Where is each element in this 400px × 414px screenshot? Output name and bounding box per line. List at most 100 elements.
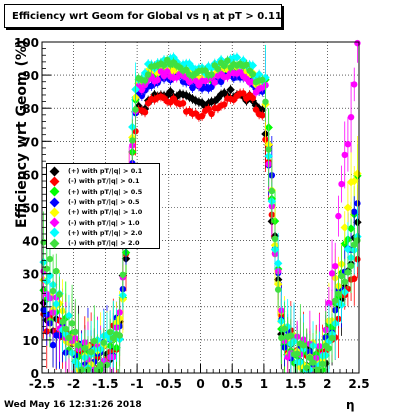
legend-entry: (+) with pT/|q| > 0.1 [49, 166, 159, 177]
legend-marker [49, 217, 60, 228]
data-point [226, 85, 235, 94]
legend-entry: (+) with pT/|q| > 1.0 [49, 207, 159, 218]
y-tick-label: 100 [14, 36, 39, 50]
data-point [208, 71, 215, 78]
data-point [344, 140, 352, 148]
x-tick-label: -2 [67, 377, 80, 391]
data-point [287, 332, 295, 339]
data-point [59, 318, 66, 325]
data-point [259, 112, 266, 119]
data-point [351, 208, 358, 215]
legend-entry: (-) with pT/|q| > 0.5 [49, 197, 159, 207]
legend-entry: (-) with pT/|q| > 0.1 [49, 176, 159, 187]
data-point [344, 269, 352, 276]
data-point [46, 255, 54, 263]
data-point [354, 237, 361, 244]
data-point [347, 262, 355, 270]
data-point [189, 84, 196, 92]
data-point [332, 297, 339, 304]
data-point [351, 81, 358, 88]
x-tick-label: 0 [196, 377, 204, 391]
data-point [351, 275, 358, 282]
data-point [274, 286, 282, 293]
data-point [316, 366, 323, 373]
data-point [183, 66, 190, 73]
data-point [338, 272, 345, 280]
y-tick-label: 70 [22, 135, 39, 149]
timestamp-footer: Wed May 16 12:31:26 2018 [4, 400, 142, 410]
legend-marker [49, 207, 60, 218]
data-point [221, 101, 228, 108]
data-point [254, 70, 264, 79]
data-point [138, 86, 146, 94]
data-point [335, 290, 342, 297]
data-point [202, 67, 209, 74]
legend: (+) with pT/|q| > 0.1 (-) with pT/|q| > … [46, 163, 160, 249]
legend-label: (+) with pT/|q| > 0.1 [68, 167, 143, 176]
data-point [252, 106, 260, 113]
legend-marker [49, 238, 60, 249]
legend-entry: (+) with pT/|q| > 2.0 [49, 227, 159, 238]
data-point [103, 361, 111, 369]
data-point [100, 339, 108, 346]
legend-label: (-) with pT/|q| > 1.0 [68, 218, 140, 227]
x-tick-label: 2 [323, 377, 331, 391]
y-tick-label: 40 [22, 235, 39, 249]
data-point [278, 334, 285, 342]
data-point [347, 113, 355, 121]
data-point [338, 180, 345, 188]
legend-marker [49, 176, 60, 187]
y-axis-label: Efficiency wrt Geom (%) [14, 39, 30, 228]
x-tick-label: -0.5 [156, 377, 182, 391]
y-tick-label: 90 [22, 69, 39, 83]
data-point [214, 65, 222, 73]
x-tick-label: -2.5 [29, 377, 55, 391]
data-point [309, 359, 317, 366]
data-point [53, 267, 60, 275]
x-tick-label: 1.5 [285, 377, 306, 391]
data-point [350, 176, 359, 186]
data-point [106, 328, 114, 336]
x-tick-label: 0.5 [222, 377, 243, 391]
data-point [138, 92, 146, 100]
data-point [72, 328, 79, 336]
data-points [39, 39, 362, 374]
data-point [160, 72, 168, 80]
data-point [154, 76, 161, 84]
data-point [343, 244, 353, 254]
legend-entry: (-) with pT/|q| > 1.0 [49, 217, 159, 228]
data-point [164, 68, 171, 75]
legend-label: (+) with pT/|q| > 2.0 [68, 228, 143, 237]
data-point [332, 262, 339, 270]
axis-ticks: -2.5 -2 -1.5 -1 -0.5 0 0.5 1 1.5 2 2.5 0 10 20 30 40 50 6… [14, 36, 370, 391]
y-tick-label: 60 [22, 168, 39, 182]
legend-marker [49, 186, 60, 197]
data-point [208, 83, 215, 91]
data-point [353, 169, 362, 178]
data-point [65, 334, 73, 341]
data-point [75, 342, 82, 349]
data-point [343, 203, 353, 212]
data-point [208, 110, 215, 118]
chart-title: Efficiency wrt Geom for Global vs η at p… [4, 4, 282, 28]
data-point [91, 337, 98, 345]
data-point [119, 271, 127, 278]
data-point [144, 71, 152, 78]
data-point [141, 109, 149, 116]
data-point [49, 287, 57, 295]
data-point [56, 291, 63, 298]
data-point [217, 78, 225, 86]
data-point [141, 77, 149, 84]
data-point [300, 342, 307, 349]
data-point [198, 112, 206, 120]
data-point [325, 345, 333, 352]
data-point [224, 57, 231, 64]
data-point [232, 53, 242, 62]
data-point [157, 68, 165, 75]
data-point [268, 187, 276, 195]
data-point [205, 105, 212, 112]
legend-marker [49, 227, 60, 238]
legend-entry: (+) with pT/|q| > 0.5 [49, 186, 159, 197]
data-point [160, 61, 168, 69]
